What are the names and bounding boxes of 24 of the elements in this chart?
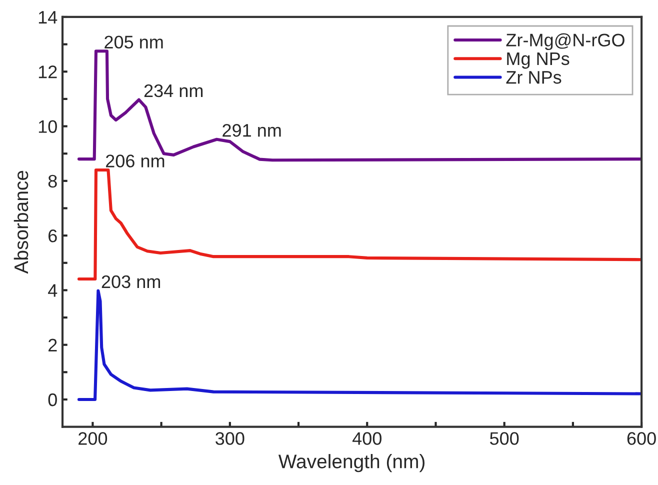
y-tick-label: 8 <box>48 174 57 188</box>
legend-label: Mg NPs <box>507 52 570 69</box>
x-axis-title: Wavelength (nm) <box>278 454 424 472</box>
y-tick-label: 4 <box>48 284 58 297</box>
x-tick-label: 200 <box>78 432 108 445</box>
y-axis-title: Absorbance <box>14 170 28 274</box>
x-tick-label: 300 <box>216 432 244 445</box>
y-tick-label: 12 <box>38 66 57 78</box>
annotation: 205 nm <box>104 36 163 49</box>
annotation: 206 nm <box>106 154 164 168</box>
annotation: 234 nm <box>144 84 203 98</box>
y-tick-label: 10 <box>38 120 57 133</box>
y-tick-label: 6 <box>48 229 57 242</box>
legend-label: Zr NPs <box>506 71 562 84</box>
x-tick-label: 500 <box>490 432 519 445</box>
annotation: 203 nm <box>102 275 160 288</box>
x-tick-label: 600 <box>627 432 656 445</box>
legend-label: Zr-Mg@N-rGO <box>506 33 624 50</box>
annotation: 291 nm <box>222 124 281 137</box>
line-series <box>77 289 642 402</box>
x-tick-label: 400 <box>352 432 382 445</box>
y-tick-label: 0 <box>48 393 57 406</box>
y-tick-label: 2 <box>48 338 57 352</box>
y-tick-label: 14 <box>38 11 58 24</box>
